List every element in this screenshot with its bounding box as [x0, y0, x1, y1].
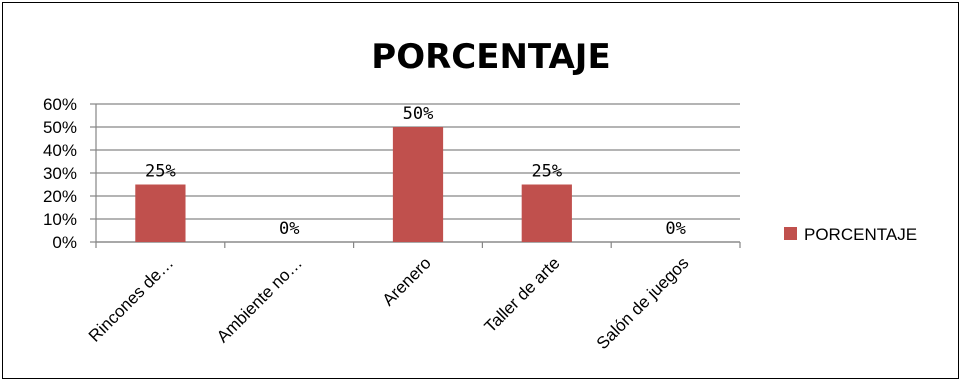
legend-swatch	[784, 227, 797, 240]
y-tick-label: 30%	[43, 164, 77, 183]
x-tick-label: Arenero	[379, 253, 435, 309]
y-tick-label: 40%	[43, 141, 77, 160]
data-labels: 25% 0% 50% 25% 0%	[145, 104, 686, 239]
y-tick-label: 60%	[43, 95, 77, 114]
y-tick-label: 0%	[52, 233, 77, 252]
y-tick-label: 20%	[43, 187, 77, 206]
y-axis-ticks: 0% 10% 20% 30% 40% 50% 60%	[43, 95, 77, 252]
y-tick-label: 10%	[43, 210, 77, 229]
chart-title: PORCENTAJE	[371, 37, 610, 77]
x-tick-label: Rincones de…	[85, 253, 177, 345]
bar	[392, 127, 444, 242]
x-axis-ticks: Rincones de… Ambiente no… Arenero Taller de…	[85, 253, 692, 353]
legend: PORCENTAJE	[784, 225, 917, 244]
x-tick-label: Ambiente no…	[213, 253, 306, 346]
bar	[521, 184, 572, 242]
x-tick-label: Taller de arte	[481, 253, 564, 336]
data-label: 25%	[531, 162, 562, 182]
bar	[135, 184, 186, 242]
y-tick-label: 50%	[43, 118, 77, 137]
data-label: 0%	[665, 219, 685, 239]
bars	[135, 127, 572, 242]
data-label: 50%	[403, 104, 434, 124]
data-label: 25%	[145, 162, 176, 182]
data-label: 0%	[279, 219, 299, 239]
legend-label: PORCENTAJE	[804, 225, 917, 244]
x-tick-label: Salón de juegos	[593, 253, 693, 353]
